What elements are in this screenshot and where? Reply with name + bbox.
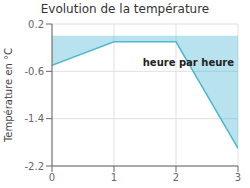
- svg-text:0: 0: [49, 172, 55, 183]
- html-text:Evolution de la température: Evolution de la température: [40, 2, 210, 16]
- svg-text:0.2: 0.2: [28, 19, 44, 30]
- svg-text:3: 3: [235, 172, 241, 183]
- svg-text:-2.2: -2.2: [24, 161, 44, 172]
- svg-text:2: 2: [173, 172, 179, 183]
- svg-text:1: 1: [111, 172, 117, 183]
- svg-text:heure par heure: heure par heure: [143, 57, 234, 68]
- svg-text:-1.4: -1.4: [24, 113, 44, 124]
- svg-text:Température en °C: Température en °C: [8, 48, 14, 143]
- svg-text:-0.6: -0.6: [24, 66, 44, 77]
